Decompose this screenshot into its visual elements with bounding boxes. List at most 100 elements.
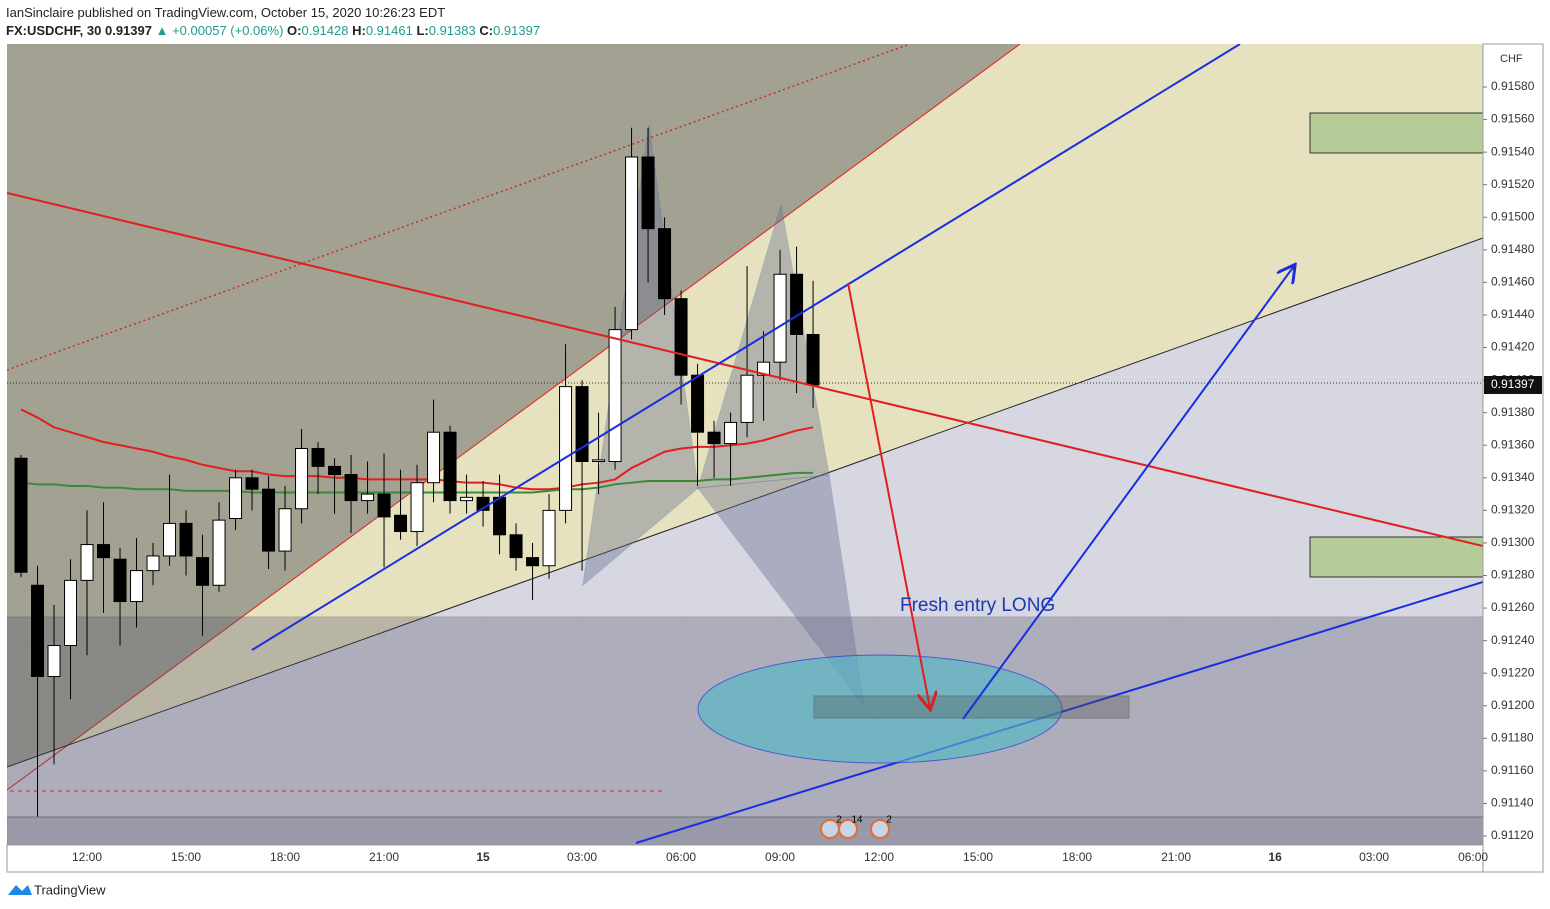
candle-body [790, 273, 804, 336]
x-tick-label: 18:00 [1062, 850, 1092, 864]
candle-body [311, 447, 325, 467]
candle-body [575, 386, 589, 463]
candle-body [196, 557, 210, 586]
event-count: 14 [851, 815, 863, 826]
y-tick-label: 0.91380 [1491, 405, 1535, 419]
x-tick-label: 15:00 [171, 850, 201, 864]
arrow [962, 266, 1294, 720]
arrow [847, 282, 930, 708]
y-tick-label: 0.91340 [1491, 470, 1535, 484]
fan-zone-light [7, 238, 1483, 845]
candle-body [212, 519, 226, 586]
currency: CHF [1500, 53, 1523, 65]
candle-body [64, 579, 78, 647]
h-value: 0.91461 [365, 23, 413, 38]
candle-body [31, 584, 45, 677]
y-tick-label: 0.91180 [1491, 731, 1534, 745]
candle-body [80, 544, 94, 581]
candle-body [394, 514, 408, 533]
trend-line [251, 44, 1241, 651]
x-tick-label: 16 [1268, 850, 1282, 864]
candle-body [641, 156, 655, 230]
last-price-box [1484, 375, 1542, 394]
candle-body [806, 334, 820, 386]
y-tick-label: 0.91480 [1491, 242, 1535, 256]
candle-body [229, 477, 243, 520]
y-tick-label: 0.91280 [1491, 568, 1535, 582]
y-tick-label: 0.91120 [1491, 828, 1534, 842]
candle-body [328, 465, 342, 476]
candle-body [674, 298, 688, 376]
candle-body [97, 544, 111, 559]
y-tick-label: 0.91560 [1491, 112, 1535, 126]
time-axis [6, 844, 1484, 873]
event-icon [838, 819, 858, 839]
logo: TradingView [34, 882, 106, 897]
last: 0.91397 [104, 23, 152, 38]
x-tick-label: 15:00 [963, 850, 993, 864]
candle-body [608, 329, 622, 463]
change: ▲ +0.00057 (+0.06%) [155, 23, 284, 38]
l-value: 0.91383 [428, 23, 476, 38]
o-value: 0.91428 [301, 23, 349, 38]
candle-body [773, 273, 787, 363]
candle-body [245, 477, 259, 490]
y-tick-label: 0.91500 [1491, 209, 1535, 223]
dotted-line [7, 44, 911, 371]
o-label: O: [287, 23, 302, 38]
target-box [1309, 112, 1483, 154]
y-tick-label: 0.91540 [1491, 144, 1535, 158]
header: IanSinclaire published on TradingView.co… [6, 4, 540, 40]
y-tick-label: 0.91360 [1491, 437, 1535, 451]
candle-body [427, 431, 441, 484]
y-tick-label: 0.91440 [1491, 307, 1535, 321]
zone-box [7, 816, 1483, 845]
publisher: IanSinclaire published on TradingView.co… [6, 5, 446, 20]
target-box [1309, 536, 1483, 578]
x-tick-label: 18:00 [270, 850, 300, 864]
candle-body [361, 493, 375, 502]
x-tick-label: 15 [476, 850, 490, 864]
candle-body [559, 386, 573, 511]
candle-body [625, 156, 639, 331]
publisher-line: IanSinclaire published on TradingView.co… [6, 4, 540, 22]
l-label: L: [416, 23, 429, 38]
y-tick-label: 0.91140 [1491, 796, 1534, 810]
events: 2 14 2 [820, 815, 892, 839]
candle-body [295, 447, 309, 510]
c-label: C: [479, 23, 494, 38]
candle-body [526, 557, 540, 567]
candle-body [262, 488, 276, 552]
price-axis [1482, 43, 1544, 873]
candle-body [443, 431, 457, 502]
candle-body [658, 228, 672, 300]
y-tick-label: 0.91220 [1491, 665, 1535, 679]
y-tick-label: 0.91260 [1491, 600, 1535, 614]
candle-body [509, 534, 523, 559]
candle-body [113, 558, 127, 603]
x-tick-label: 03:00 [567, 850, 597, 864]
candle-body [542, 509, 556, 567]
logo-icon [8, 885, 32, 895]
y-tick-label: 0.91460 [1491, 275, 1535, 289]
candle-body [278, 508, 292, 552]
candle-body [410, 482, 424, 533]
candle-body [377, 493, 391, 518]
annotation: Fresh entry LONG [900, 595, 1055, 616]
x-tick-label: 09:00 [765, 850, 795, 864]
event-count: 2 [886, 815, 892, 826]
candle-body [460, 496, 474, 502]
x-tick-label: 06:00 [1458, 850, 1488, 864]
candle-body [707, 431, 721, 445]
event-icon [870, 819, 890, 839]
event-count: 2 [836, 815, 842, 826]
y-tick-label: 0.91240 [1491, 633, 1535, 647]
candle-body [179, 522, 193, 557]
candle-body [691, 374, 705, 433]
candle-body [344, 474, 358, 502]
candle-body [724, 421, 738, 445]
candle-body [14, 457, 28, 573]
x-tick-label: 12:00 [864, 850, 894, 864]
